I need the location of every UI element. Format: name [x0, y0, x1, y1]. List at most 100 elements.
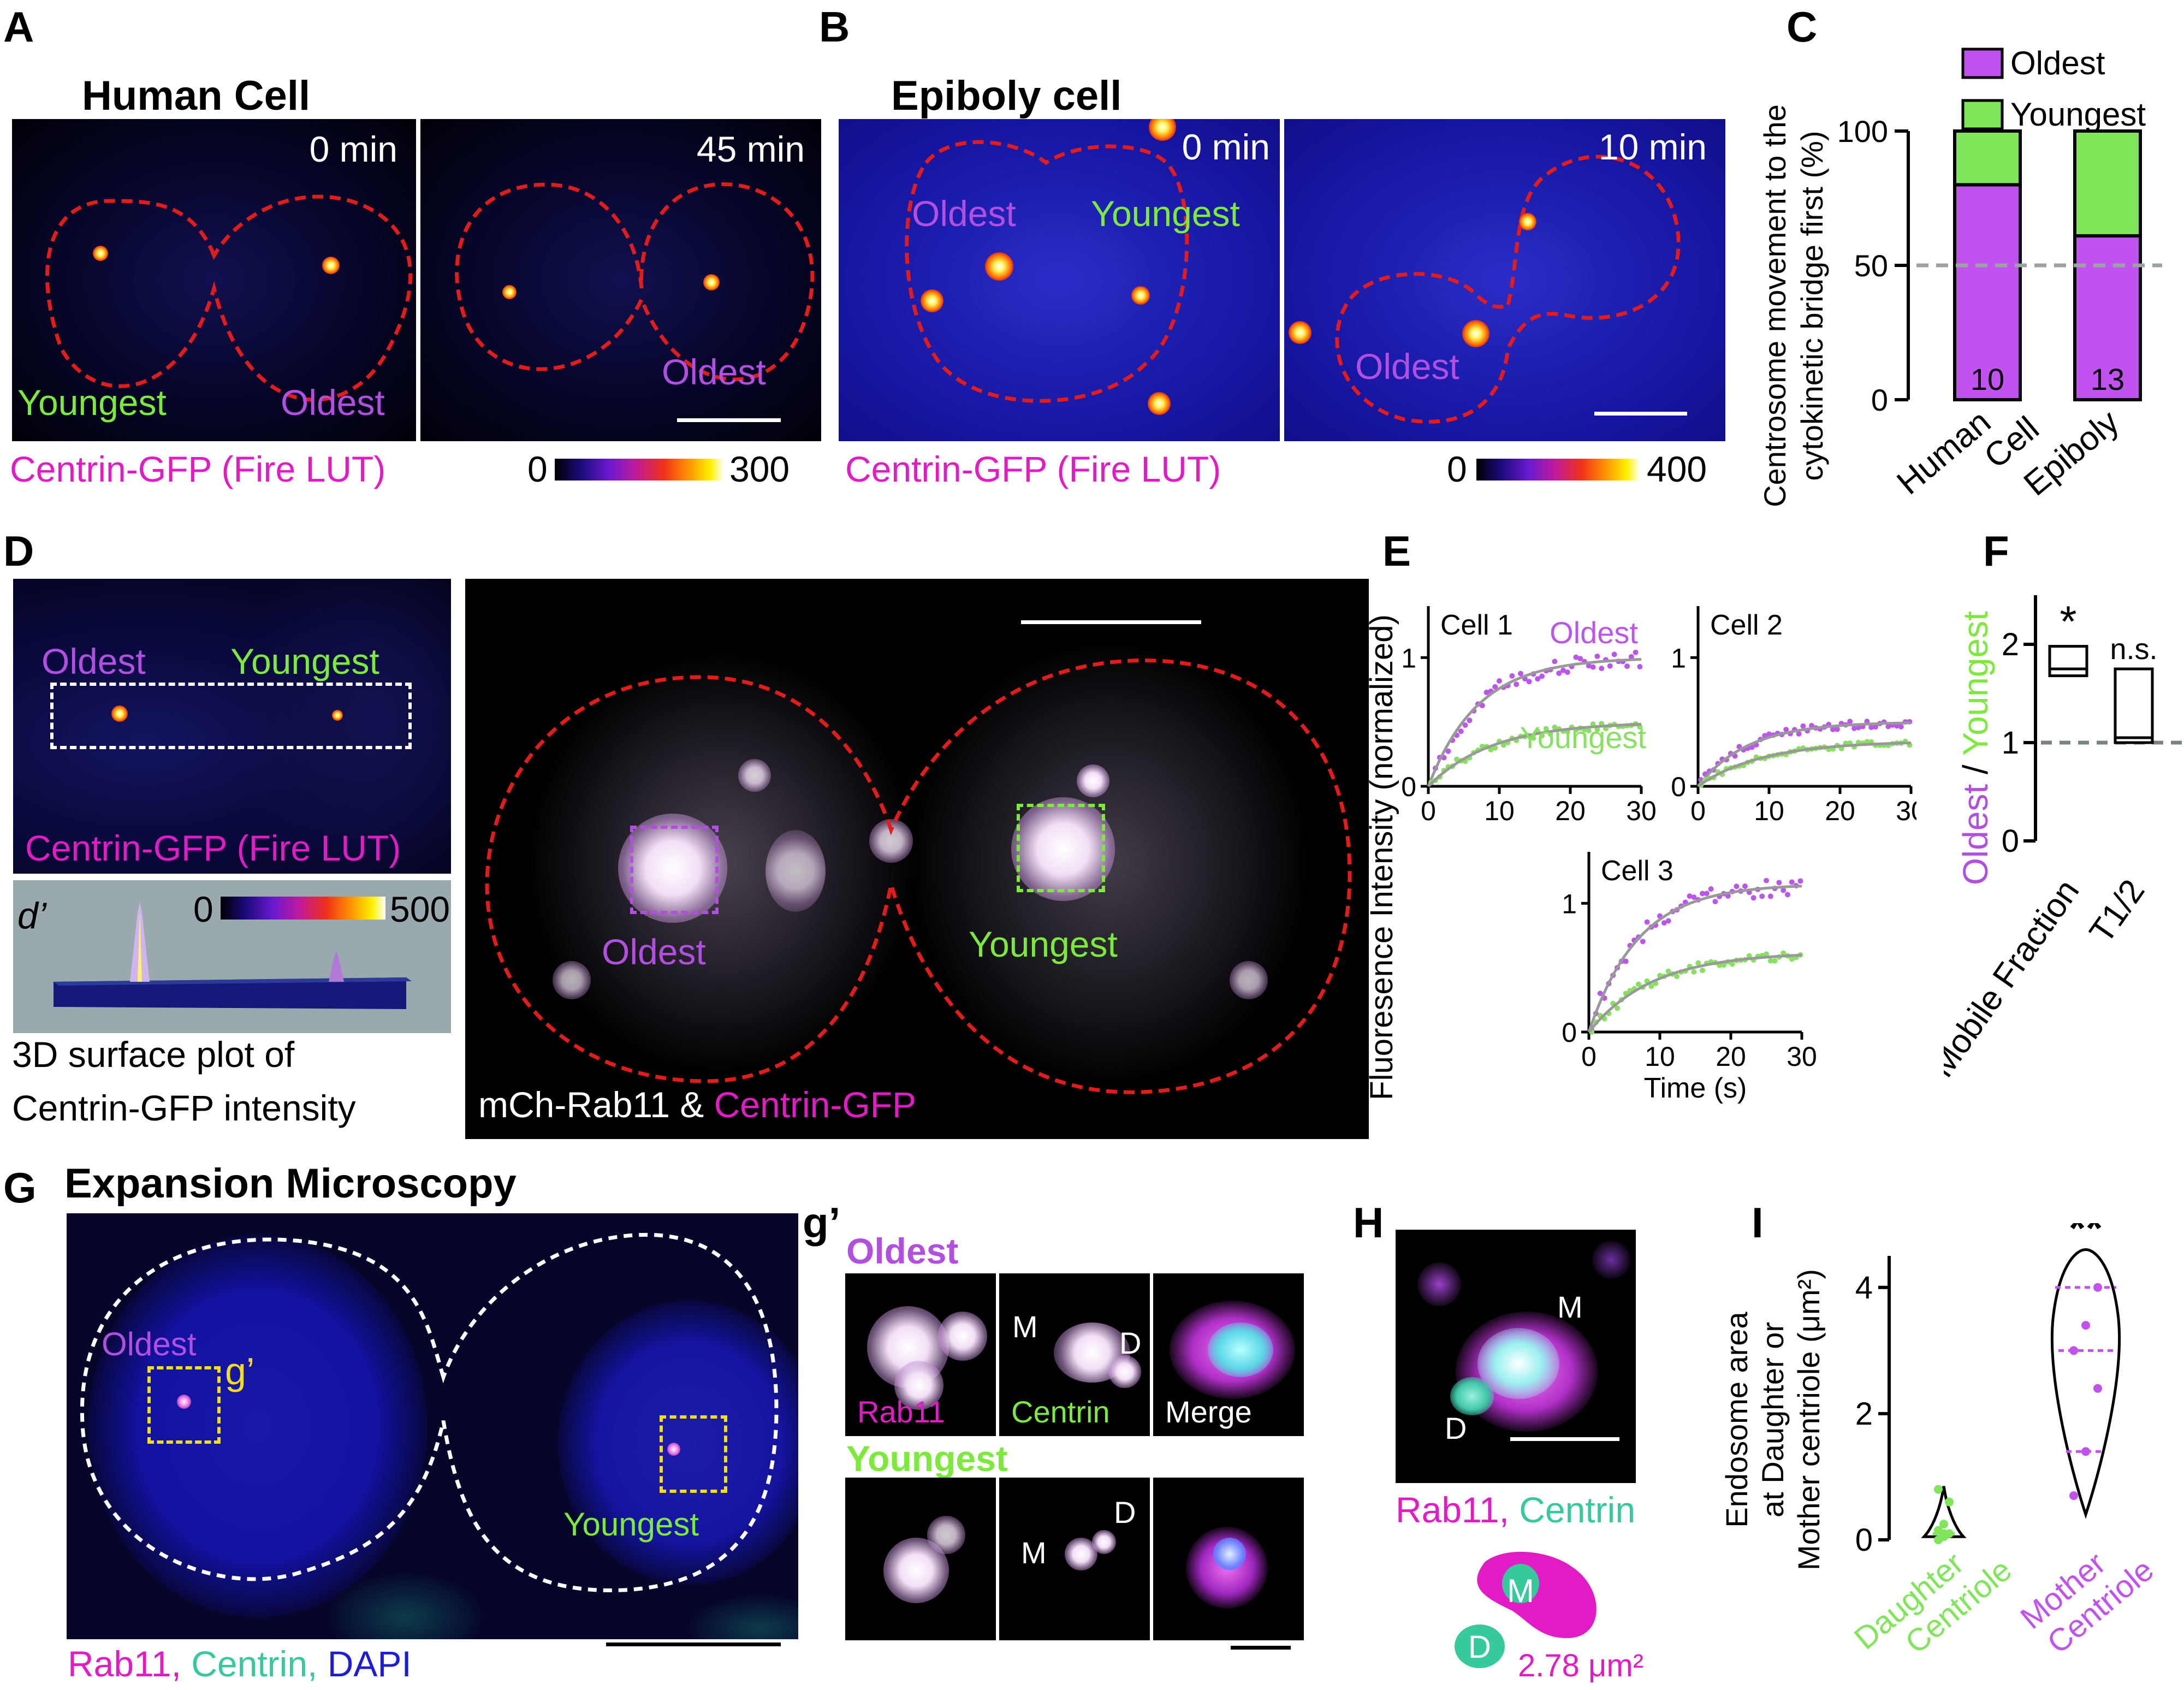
data-point-oldest — [1800, 723, 1806, 729]
data-point-oldest — [1445, 748, 1451, 754]
centrosome-youngest — [332, 710, 343, 721]
data-point-oldest — [1564, 669, 1570, 675]
data-point-oldest — [1640, 939, 1646, 945]
significance-label: ** — [2069, 1223, 2103, 1252]
data-point — [2093, 1384, 2102, 1393]
bar-oldest — [2073, 234, 2142, 401]
panel-label-a: A — [3, 3, 34, 51]
scale-bar — [606, 1642, 781, 1646]
data-point-oldest — [1628, 654, 1634, 660]
panel-b-image-0min: 0 min Oldest Youngest — [839, 119, 1280, 441]
data-point — [2069, 1491, 2078, 1501]
data-point-oldest — [1467, 717, 1473, 724]
data-point-oldest — [1704, 891, 1710, 897]
y-tick-label: 2 — [2002, 627, 2019, 662]
endosome-area-value: 2.78 μm² — [1518, 1648, 1643, 1683]
sub-panel-label: d’ — [17, 895, 46, 936]
chart-f: Oldest / Youngest 0 1 2 * n.s. Mobile Fracti… — [1944, 595, 2184, 1084]
timestamp: 0 min — [309, 129, 397, 169]
centrosome-oldest — [111, 705, 128, 722]
y-tick-label: 0 — [1671, 772, 1686, 802]
y-axis-label-line1: Centrosome movement to the — [1758, 104, 1792, 507]
g-oldest-rab11: Rab11 — [845, 1273, 996, 1436]
data-point-youngest — [1552, 724, 1558, 730]
centrosome-c — [1148, 392, 1171, 415]
fit-curve-youngest — [1588, 953, 1802, 1033]
legend-swatch-oldest — [1961, 48, 2004, 79]
data-point-oldest — [1776, 880, 1782, 886]
g-youngest-centrin: M D — [999, 1478, 1150, 1640]
panel-d-main-caption: mCh-Rab11 & Centrin-GFP — [478, 1084, 917, 1125]
plot-title: Cell 2 — [1710, 609, 1783, 641]
data-point-oldest — [1830, 726, 1836, 732]
data-point-oldest — [1691, 894, 1697, 900]
violin-daughter — [1921, 1486, 1967, 1538]
data-point-youngest — [1746, 953, 1752, 959]
data-point-youngest — [1665, 968, 1671, 974]
g-youngest-rab11 — [845, 1478, 996, 1640]
data-point — [1939, 1520, 1948, 1529]
data-point-youngest — [1586, 728, 1592, 734]
panel-d-image: Oldest Youngest Centrin-GFP (Fire LUT) — [13, 579, 451, 874]
data-point-oldest — [1577, 656, 1583, 662]
chart-c-bars: 10 13 — [1916, 129, 2162, 401]
centrosome-youngest — [1519, 213, 1536, 230]
data-point-oldest — [1708, 886, 1714, 892]
y-axis-label: Oldest / Youngest — [1956, 611, 1995, 885]
colorbar-min: 0 — [193, 889, 213, 929]
panel-d-surface-plot: d’ 0 500 — [13, 880, 451, 1033]
g-youngest-merge — [1153, 1478, 1304, 1640]
y-tick-label: 0 — [1562, 1017, 1577, 1048]
data-point-oldest — [1590, 664, 1596, 670]
centrosome-oldest — [985, 252, 1013, 281]
colorbar-min: 0 — [527, 449, 548, 489]
data-point-oldest — [1700, 891, 1705, 897]
y-tick-label: 50 — [1854, 248, 1888, 283]
chart-f-plot: 0 1 2 * n.s. — [2002, 595, 2184, 859]
label-oldest: Oldest — [602, 932, 706, 972]
significance-label: n.s. — [2110, 633, 2157, 666]
panel-label-b: B — [819, 3, 850, 51]
data-point-oldest — [1599, 666, 1605, 672]
box — [2048, 645, 2088, 678]
y-tick-label: 0 — [1871, 383, 1888, 417]
label-m: M — [1557, 1290, 1583, 1324]
colorbar-max: 300 — [729, 449, 790, 489]
data-point — [2081, 1321, 2090, 1330]
timestamp: 0 min — [1182, 127, 1270, 167]
data-point-oldest — [1623, 958, 1629, 964]
centrosome-d — [1149, 119, 1176, 141]
y-axis-label-line2: at Daughter or — [1755, 1322, 1790, 1517]
y-tick-label: 100 — [1837, 114, 1888, 149]
chart-c: Centrosome movement to the cytokinetic b… — [1758, 45, 2162, 507]
data-point-oldest — [1483, 690, 1489, 696]
data-point-oldest — [1898, 724, 1904, 730]
x-tick-label: 10 — [1754, 796, 1784, 826]
surface-plot — [54, 902, 412, 1009]
data-point-oldest — [1749, 744, 1755, 750]
data-point-oldest — [1767, 893, 1773, 899]
data-point-youngest — [1615, 1005, 1620, 1011]
data-point-oldest — [1462, 722, 1468, 728]
x-tick-label: 20 — [1716, 1041, 1746, 1072]
bar-youngest — [1953, 129, 2022, 187]
panel-a-caption: Centrin-GFP (Fire LUT) — [10, 449, 386, 489]
roi-box — [50, 683, 412, 749]
x-tick-label: 10 — [1645, 1041, 1675, 1072]
bar-n-label: 10 — [1971, 362, 2004, 396]
centrosome-youngest — [667, 1443, 680, 1456]
fit-curve-youngest — [1697, 741, 1912, 788]
data-point-oldest — [1789, 879, 1795, 885]
data-point-oldest — [1847, 719, 1853, 725]
x-tick-label: 30 — [1787, 1041, 1817, 1072]
data-point-oldest — [1479, 703, 1485, 709]
legend-swatch-youngest — [1961, 99, 2004, 131]
data-point-youngest — [1674, 974, 1680, 980]
label-d: D — [1114, 1495, 1136, 1529]
data-point-youngest — [1721, 962, 1726, 968]
inset-roi-youngest — [660, 1415, 727, 1493]
surface-caption-line2: Centrin-GFP intensity — [12, 1088, 356, 1128]
roi-youngest — [1017, 804, 1105, 892]
x-tick-label: 30 — [1626, 796, 1657, 826]
data-point-youngest — [1500, 742, 1506, 748]
